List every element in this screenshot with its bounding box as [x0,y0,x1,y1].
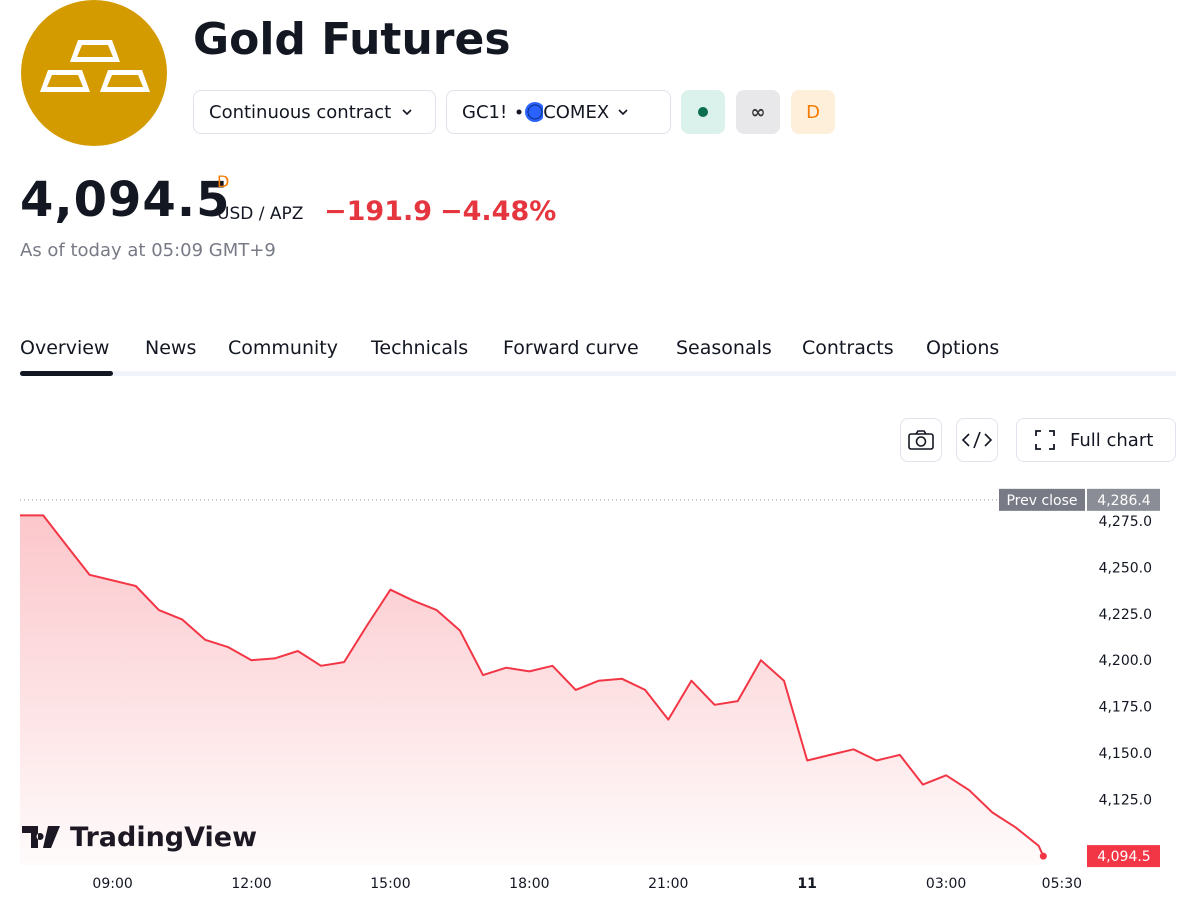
area-fill [20,515,1044,865]
y-tick-label: 4,150.0 [1099,746,1152,762]
last-point [1039,852,1047,860]
chart: TradingView4,125.04,150.04,175.04,200.04… [20,488,1160,892]
tab[interactable]: Overview [20,337,110,359]
tab[interactable]: Contracts [802,337,894,359]
price: 4,094.5 [20,172,231,228]
title: Gold Futures [193,14,511,65]
prev-close-name: Prev close [1006,493,1077,509]
embed-button[interactable] [956,418,998,462]
last-value-box [1087,845,1160,868]
y-tick-label: 4,125.0 [1099,792,1152,808]
currency: USD / APZ [217,204,304,224]
x-tick-label: 21:00 [648,876,688,892]
icons [516,102,544,122]
prev-close-box [999,488,1085,511]
contract: Continuous contract [209,101,392,123]
chevron [618,109,628,116]
expand-icon [1035,430,1055,450]
code-icon [961,431,993,449]
full-chart-button[interactable]: Full chart [1016,418,1176,462]
price-line [20,514,1045,857]
chevron [402,109,412,116]
status-dot [698,107,708,117]
tab-indicator [20,371,113,376]
tab[interactable]: Community [228,337,338,359]
x-tick-label: 03:00 [926,876,966,892]
exchange: COMEX [543,101,610,123]
prev-close-value: 4,286.4 [1097,493,1151,509]
camera-icon [908,430,934,450]
full-chart: Full chart [1070,429,1154,451]
symbol-select[interactable]: GC1! COMEX [446,90,671,134]
tab[interactable]: News [145,337,197,359]
x-tick-label: 15:00 [370,876,410,892]
x-tick-label: 09:00 [92,876,132,892]
price-flag: D [217,172,230,191]
last-value: 4,094.5 [1097,849,1150,865]
badge[interactable]: D [791,90,835,134]
prev-close-value-box [1087,488,1160,511]
change-pct: −4.48% [440,196,557,227]
y-tick-label: 4,200.0 [1099,653,1152,669]
x-tick-label: 11 [797,876,816,892]
tab[interactable]: Forward curve [503,337,639,359]
tab[interactable]: Seasonals [676,337,772,359]
y-tick-label: 4,275.0 [1099,514,1152,530]
y-tick-label: 4,175.0 [1099,700,1152,716]
y-tick-label: 4,250.0 [1099,560,1152,576]
change: −191.9 [324,196,433,227]
tab-track [20,371,1176,376]
tab[interactable]: Options [926,337,1000,359]
tab[interactable]: Technicals [371,337,469,359]
symbol: GC1! [462,101,508,123]
logo [21,0,167,146]
badge[interactable]: ∞ [736,90,780,134]
snapshot-button[interactable] [900,418,942,462]
x-tick-label: 05:30 [1042,876,1082,892]
status-badge[interactable] [681,90,725,134]
as-of: As of today at 05:09 GMT+9 [20,240,276,261]
contract-select[interactable]: Continuous contract [193,90,436,134]
x-tick-label: 18:00 [509,876,549,892]
y-tick-label: 4,225.0 [1099,607,1152,623]
x-tick-label: 12:00 [231,876,271,892]
